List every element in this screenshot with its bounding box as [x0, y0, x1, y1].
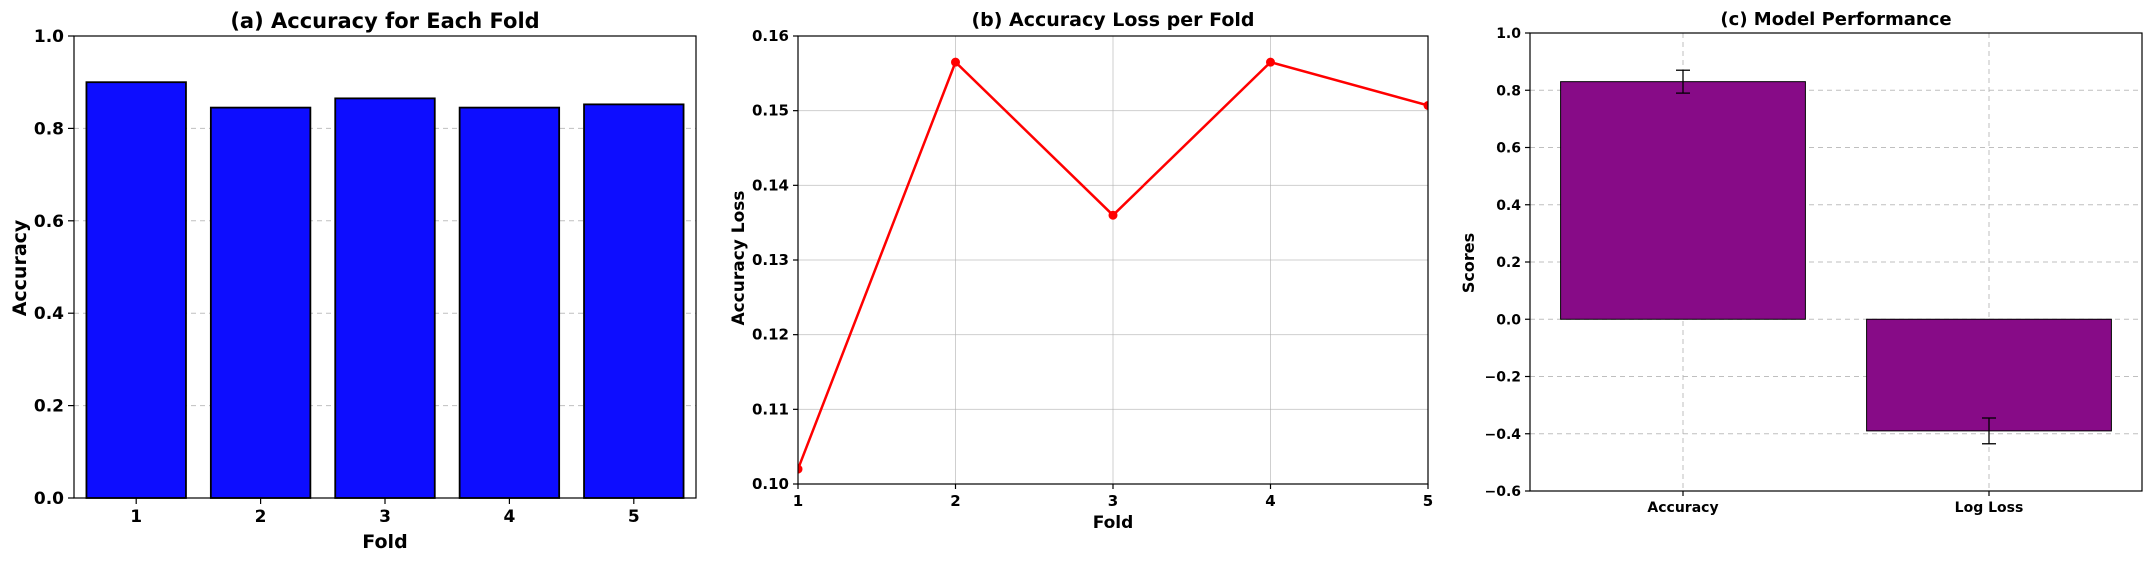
panel-c-model-performance: (c) Model Performance Scores −0.6 −0.4 −0.… [1459, 9, 2143, 516]
panel-c-ytick-label: 1.0 [1496, 26, 1521, 42]
panel-b-xtick-label: 2 [950, 492, 960, 510]
panel-c-xtick-label: Log Loss [1955, 500, 2024, 516]
panel-b-ylabel: Accuracy Loss [729, 190, 749, 325]
panel-c-ytick-label: 0.0 [1496, 312, 1521, 328]
panel-b-xtick-label: 5 [1423, 492, 1433, 510]
bar-fold-2 [209, 106, 312, 499]
panel-b-ytick-label: 0.15 [752, 102, 789, 120]
bar-fold-5 [583, 103, 685, 499]
panel-b-title: (b) Accuracy Loss per Fold [971, 9, 1254, 31]
panel-a-xlabel: Fold [362, 531, 407, 553]
panel-a-ytick-label: 0.6 [34, 212, 64, 232]
panel-b-accuracy-loss: (b) Accuracy Loss per Fold Accuracy Loss… [729, 9, 1433, 533]
panel-a-xtick-label: 2 [255, 507, 267, 527]
loss-point-fold-1 [798, 464, 803, 474]
loss-point-fold-2 [951, 57, 960, 67]
panel-b-ytick-label: 0.11 [752, 400, 789, 418]
loss-point-fold-4 [1266, 57, 1275, 67]
panel-a-xtick-label: 4 [503, 507, 515, 527]
bar-fold-1 [85, 81, 187, 499]
panel-b-xtick-label: 1 [793, 492, 803, 510]
panel-b-xlabel: Fold [1093, 513, 1134, 533]
panel-c-ylabel: Scores [1459, 233, 1478, 293]
panel-b-ytick-label: 0.10 [752, 475, 789, 493]
panel-b-plot [798, 57, 1428, 474]
bar-accuracy [1560, 81, 1806, 320]
panel-c-title: (c) Model Performance [1720, 9, 1951, 30]
panel-c-ytick-label: −0.4 [1484, 427, 1521, 443]
panel-c-ytick-label: 0.8 [1496, 83, 1521, 99]
panel-b-ytick-label: 0.13 [752, 251, 789, 269]
panel-a-ytick-label: 0.0 [34, 489, 64, 509]
panel-a-xtick-label: 1 [130, 507, 142, 527]
panel-a-ylabel: Accuracy [9, 219, 31, 316]
bar-fold-3 [334, 97, 436, 499]
panel-a-ytick-label: 0.8 [34, 119, 64, 139]
panel-c-ytick-label: 0.6 [1496, 141, 1521, 157]
panel-b-xtick-label: 4 [1265, 492, 1275, 510]
panel-a-xtick-label: 3 [379, 507, 391, 527]
panel-a-ytick-label: 0.2 [34, 397, 64, 417]
loss-point-fold-3 [1108, 210, 1118, 220]
panel-a-accuracy-per-fold: (a) Accuracy for Each Fold Accuracy Fold… [9, 9, 697, 553]
panel-c-ytick-label: −0.2 [1484, 370, 1521, 386]
bar-fold-4 [458, 106, 561, 499]
panel-a-xtick-label: 5 [628, 507, 640, 527]
panel-c-ytick-label: −0.6 [1484, 484, 1521, 500]
panel-b-xtick-label: 3 [1108, 492, 1118, 510]
panel-a-ytick-label: 1.0 [34, 27, 64, 47]
panel-c-ytick-label: 0.2 [1496, 255, 1521, 271]
panel-c-ytick-label: 0.4 [1496, 198, 1521, 214]
panel-b-ytick-label: 0.14 [752, 176, 789, 194]
panel-c-xtick-label: Accuracy [1647, 500, 1718, 516]
panel-b-ytick-label: 0.16 [752, 27, 789, 45]
panel-a-title: (a) Accuracy for Each Fold [230, 9, 539, 33]
bar-log-loss [1866, 318, 2112, 432]
panel-b-ytick-label: 0.12 [752, 326, 789, 344]
loss-point-fold-5 [1423, 100, 1428, 110]
panel-a-ytick-label: 0.4 [34, 304, 64, 324]
